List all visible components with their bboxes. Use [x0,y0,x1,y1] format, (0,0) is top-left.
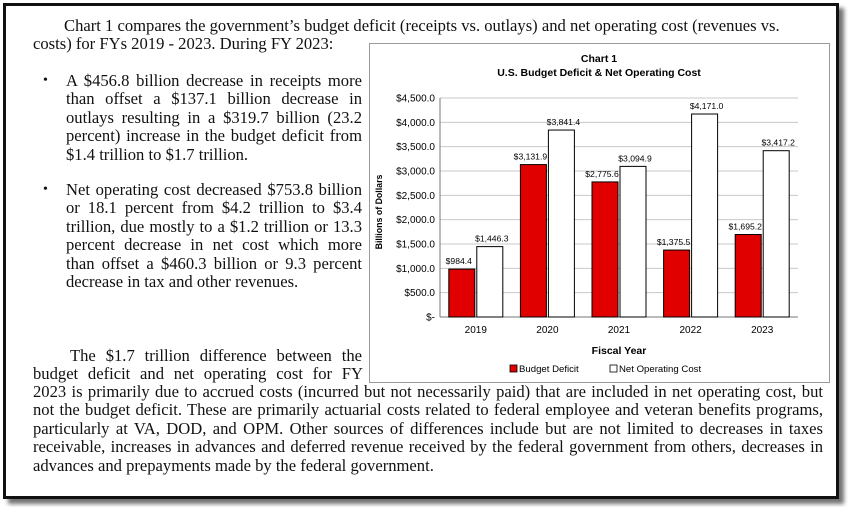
data-label: $1,446.3 [475,234,509,244]
intro-line-1: Chart 1 compares the government’s budget… [64,16,780,35]
chart-title: Chart 1 [581,53,617,65]
bullet-net-operating-cost: Net operating cost decreased $753.8 bill… [43,180,362,291]
bar-net-operating-cost [476,246,504,318]
y-tick-label: $2,000.0 [396,215,435,226]
y-tick-label: $- [426,313,435,324]
y-tick-label: $1,000.0 [396,264,435,275]
y-tick-label: $3,500.0 [396,142,435,153]
data-label: $4,171.0 [690,101,724,111]
bar-net-operating-cost [762,150,790,318]
bars: $984.4 $1,446.3 $3,131.9 $3,841.4 $2,775.6 $3… [446,101,795,318]
data-label: $3,417.2 [761,138,795,148]
x-tick-label: 2019 [465,325,488,336]
chart-subtitle: U.S. Budget Deficit & Net Operating Cost [497,67,701,79]
y-tick-labels: $- $500.0 $1,000.0 $1,500.0 $2,000.0 $2,500.0… [396,94,435,324]
y-tick-label: $4,000.0 [396,118,435,129]
bar-net-operating-cost [547,129,575,318]
y-tick-label: $2,500.0 [396,191,435,202]
bar-budget-deficit [734,234,762,318]
legend-entry: Budget Deficit [519,364,579,375]
data-label: $3,841.4 [547,117,581,127]
data-label: $3,094.9 [618,153,652,163]
legend: Budget Deficit Net Operating Cost [509,364,701,375]
bar-budget-deficit [448,268,476,318]
bar-budget-deficit [519,164,547,318]
x-tick-label: 2021 [608,325,631,336]
paragraph-difference-rest: 2023 is primarily due to accrued costs (… [33,382,823,475]
x-tick-label: 2023 [751,325,774,336]
chart-1: Chart 1 U.S. Budget Deficit & Net Operat… [369,43,830,383]
data-label: $1,695.2 [728,222,762,232]
document-frame: Chart 1 compares the government’s budget… [3,3,839,499]
bar-net-operating-cost [619,165,647,318]
y-tick-label: $3,000.0 [396,167,435,178]
x-axis-label: Fiscal Year [592,345,647,357]
x-tick-labels: 2019 2020 2021 2022 2023 [465,325,774,336]
x-tick-label: 2022 [679,325,702,336]
data-label: $1,375.5 [657,237,691,247]
x-tick-label: 2020 [536,325,559,336]
data-label: $2,775.6 [585,169,619,179]
chart-svg: Chart 1 U.S. Budget Deficit & Net Operat… [374,53,798,375]
y-axis-label: Billions of Dollars [374,175,384,250]
data-label: $3,131.9 [514,152,548,162]
intro-line-2: costs) for FYs 2019 - 2023. During FY 20… [33,34,334,53]
bullet-list: A $456.8 billion decrease in receipts mo… [43,71,362,308]
legend-entry: Net Operating Cost [619,364,701,375]
legend-swatch [609,364,618,373]
bar-budget-deficit [591,181,619,318]
bullet-receipts: A $456.8 billion decrease in receipts mo… [43,71,362,164]
data-label: $984.4 [446,256,473,266]
bar-net-operating-cost [691,113,719,318]
paragraph-difference-line-2: budget deficit and net operating cost fo… [33,364,363,383]
y-tick-label: $4,500.0 [396,94,435,105]
bar-budget-deficit [663,249,691,318]
legend-swatch [509,364,518,373]
paragraph-difference-line-1: The $1.7 trillion difference between the [70,346,362,365]
y-tick-label: $1,500.0 [396,240,435,251]
y-tick-label: $500.0 [404,288,435,299]
